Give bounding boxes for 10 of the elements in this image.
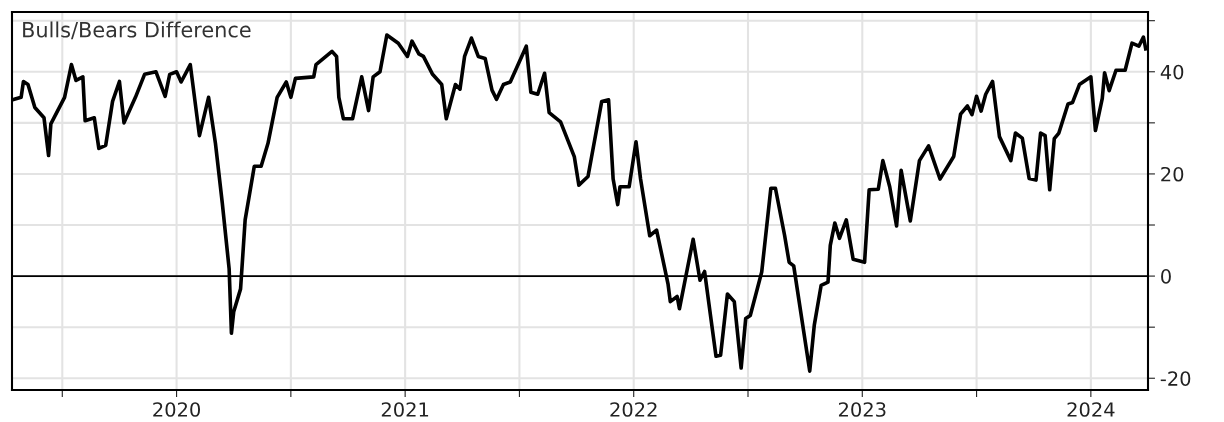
y-tick-label: 20 bbox=[1161, 166, 1184, 182]
chart-title: Bulls/Bears Difference bbox=[23, 21, 251, 40]
x-tick-label: 2020 bbox=[153, 402, 201, 417]
x-tick-label: 2024 bbox=[1067, 402, 1115, 417]
x-tick-label: 2021 bbox=[381, 402, 429, 417]
y-tick-label: -20 bbox=[1160, 371, 1191, 386]
x-tick-label: 2023 bbox=[838, 402, 886, 417]
y-tick-label: 0 bbox=[1161, 269, 1171, 284]
x-tick-label: 2022 bbox=[610, 402, 657, 417]
y-tick-label: 40 bbox=[1160, 64, 1184, 80]
